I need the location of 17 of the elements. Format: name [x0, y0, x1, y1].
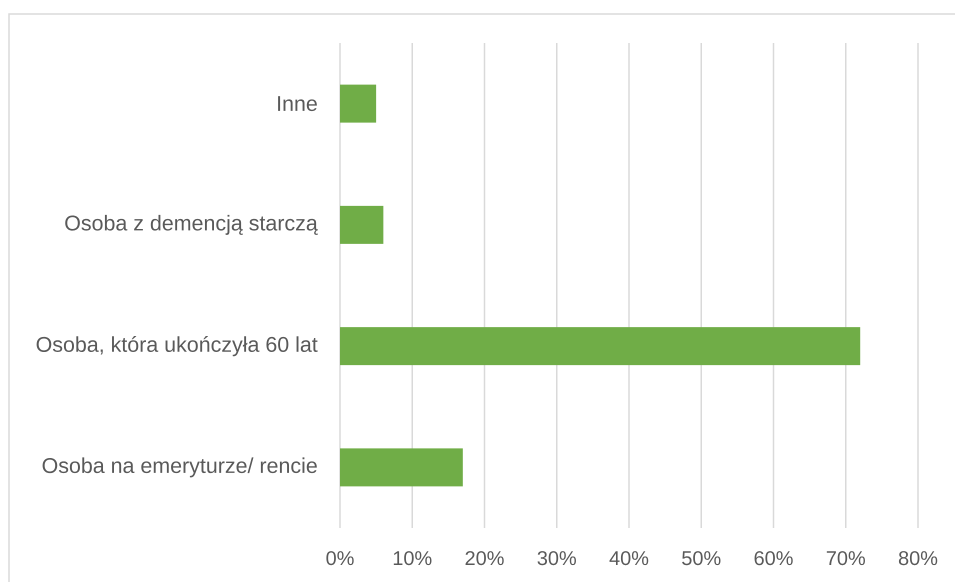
x-tick-label: 20% [466, 551, 504, 566]
x-tick-label: 0% [326, 551, 354, 566]
x-tick-label: 80% [898, 551, 938, 566]
x-tick-label: 10% [394, 551, 432, 566]
y-tick-label: Osoba na emeryturze/ rencie [42, 457, 317, 478]
y-tick-label: Osoba, która ukończyła 60 lat [36, 336, 318, 356]
bar [340, 84, 376, 123]
bar [340, 327, 860, 366]
y-tick-label: Osoba z demencją starczą [65, 214, 318, 235]
x-tick-label: 60% [754, 551, 793, 566]
bar [340, 206, 384, 244]
y-tick-label: Inne [278, 96, 317, 112]
x-tick-label: 30% [538, 551, 576, 566]
x-tick-label: 70% [826, 551, 865, 566]
x-tick-label: 50% [682, 551, 720, 566]
x-tick-label: 40% [610, 551, 648, 566]
bar [340, 448, 463, 486]
